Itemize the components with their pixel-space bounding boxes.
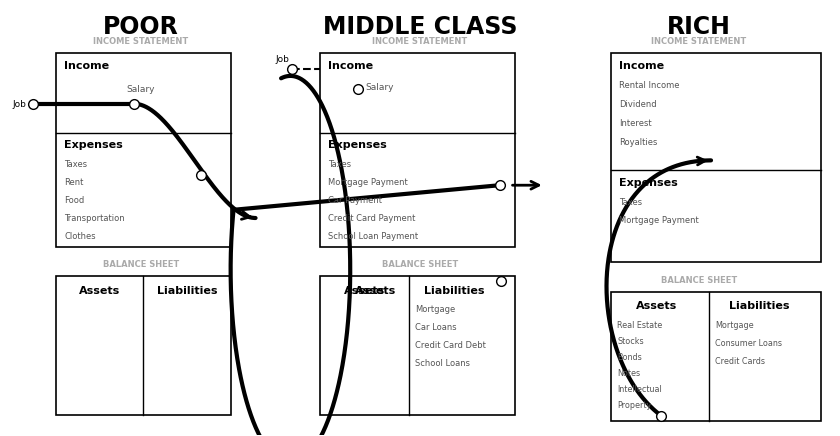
Text: BALANCE SHEET: BALANCE SHEET	[382, 260, 458, 269]
Text: POOR: POOR	[103, 15, 179, 39]
Text: Taxes: Taxes	[619, 198, 643, 207]
Text: Bonds: Bonds	[617, 353, 642, 362]
Text: Liabilities: Liabilities	[728, 301, 789, 311]
Text: Car Loans: Car Loans	[415, 324, 457, 332]
Text: Assets: Assets	[78, 286, 119, 296]
Text: Expenses: Expenses	[328, 140, 387, 150]
Text: Liabilities: Liabilities	[423, 286, 484, 296]
Text: BALANCE SHEET: BALANCE SHEET	[661, 276, 738, 285]
Text: INCOME STATEMENT: INCOME STATEMENT	[93, 37, 188, 46]
Text: Interest: Interest	[619, 119, 652, 128]
Text: Mortgage: Mortgage	[415, 306, 455, 314]
Text: Food: Food	[64, 196, 85, 205]
Text: School Loans: School Loans	[415, 359, 470, 368]
Bar	[612, 53, 821, 262]
Text: Income: Income	[619, 61, 664, 71]
Bar	[56, 276, 231, 415]
Text: Rental Income: Rental Income	[619, 81, 680, 90]
Text: Rent: Rent	[64, 178, 83, 187]
Text: Assets: Assets	[344, 286, 385, 296]
Text: Intellectual: Intellectual	[617, 385, 662, 394]
Text: Credit Cards: Credit Cards	[715, 357, 765, 366]
Text: Consumer Loans: Consumer Loans	[715, 339, 782, 348]
Text: Notes: Notes	[617, 369, 640, 378]
Text: Expenses: Expenses	[64, 140, 123, 150]
Text: Taxes: Taxes	[64, 160, 87, 169]
Text: Royalties: Royalties	[619, 137, 658, 146]
Text: Credit Card Debt: Credit Card Debt	[415, 341, 486, 350]
Text: Transportation: Transportation	[64, 214, 125, 223]
Text: Income: Income	[64, 61, 109, 71]
Text: Car Payment: Car Payment	[328, 196, 382, 205]
Text: Job: Job	[13, 100, 26, 109]
Text: Salary: Salary	[126, 85, 155, 94]
Text: Credit Card Payment: Credit Card Payment	[328, 214, 416, 223]
Bar	[320, 276, 515, 415]
Text: Job: Job	[276, 55, 290, 64]
Text: MIDDLE CLASS: MIDDLE CLASS	[323, 15, 517, 39]
Text: Mortgage Payment: Mortgage Payment	[328, 178, 408, 187]
Text: Income: Income	[328, 61, 374, 71]
Text: Mortgage: Mortgage	[715, 321, 753, 330]
Text: BALANCE SHEET: BALANCE SHEET	[102, 260, 179, 269]
Text: Salary: Salary	[365, 83, 394, 92]
Text: Property: Property	[617, 401, 652, 410]
Text: Expenses: Expenses	[619, 178, 678, 188]
Text: Stocks: Stocks	[617, 337, 644, 346]
Text: School Loan Payment: School Loan Payment	[328, 232, 418, 241]
Text: Assets: Assets	[354, 286, 396, 296]
Text: Clothes: Clothes	[64, 232, 96, 241]
Text: INCOME STATEMENT: INCOME STATEMENT	[652, 37, 747, 46]
Text: INCOME STATEMENT: INCOME STATEMENT	[372, 37, 468, 46]
Text: RICH: RICH	[667, 15, 731, 39]
Text: Dividend: Dividend	[619, 100, 657, 109]
Bar	[320, 53, 515, 247]
Text: Real Estate: Real Estate	[617, 321, 663, 330]
Text: Mortgage Payment: Mortgage Payment	[619, 216, 699, 225]
Text: Assets: Assets	[636, 301, 677, 311]
Text: Liabilities: Liabilities	[156, 286, 217, 296]
Bar	[612, 292, 821, 421]
Text: Taxes: Taxes	[328, 160, 351, 169]
Bar	[56, 53, 231, 247]
